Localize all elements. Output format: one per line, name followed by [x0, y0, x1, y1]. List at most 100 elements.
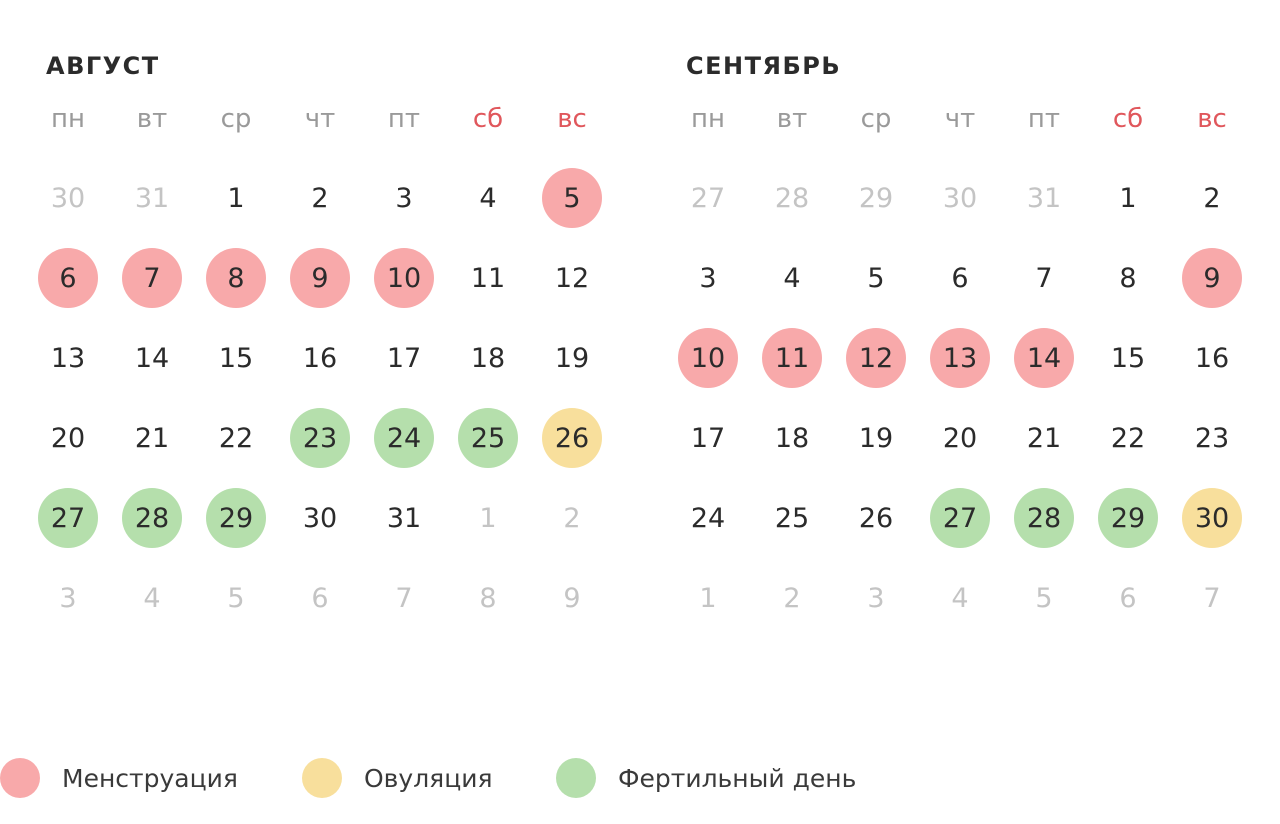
legend-item-menstruation: Менструация — [0, 756, 238, 800]
calendar-day[interactable]: 19 — [554, 342, 590, 374]
calendar-fertile-day[interactable]: 27 — [930, 488, 990, 548]
weekday-header: ср — [860, 104, 892, 134]
calendar-day[interactable]: 8 — [1119, 262, 1137, 294]
calendar-fertile-day[interactable]: 29 — [1098, 488, 1158, 548]
calendar-adjacent-month-day[interactable]: 5 — [1035, 582, 1053, 614]
month-title: СЕНТЯБРЬ — [686, 52, 842, 80]
calendar-day[interactable]: 23 — [1194, 422, 1230, 454]
calendar-adjacent-month-day[interactable]: 29 — [858, 182, 894, 214]
calendar-day[interactable]: 20 — [942, 422, 978, 454]
weekday-header: ср — [220, 104, 252, 134]
calendar-menstruation-day[interactable]: 14 — [1014, 328, 1074, 388]
calendar-fertile-day[interactable]: 28 — [122, 488, 182, 548]
calendar-day[interactable]: 21 — [134, 422, 170, 454]
calendar-day[interactable]: 2 — [1203, 182, 1221, 214]
calendar-adjacent-month-day[interactable]: 31 — [1026, 182, 1062, 214]
calendar-menstruation-day[interactable]: 9 — [290, 248, 350, 308]
fertile-dot-icon — [556, 758, 596, 798]
calendar-fertile-day[interactable]: 27 — [38, 488, 98, 548]
calendar-day[interactable]: 15 — [218, 342, 254, 374]
calendar-day[interactable]: 24 — [690, 502, 726, 534]
calendar-day[interactable]: 31 — [386, 502, 422, 534]
calendar-adjacent-month-day[interactable]: 7 — [1203, 582, 1221, 614]
calendar-day[interactable]: 13 — [50, 342, 86, 374]
calendar-day[interactable]: 22 — [218, 422, 254, 454]
calendar-day[interactable]: 18 — [774, 422, 810, 454]
calendar-day[interactable]: 16 — [1194, 342, 1230, 374]
calendar-day[interactable]: 7 — [1035, 262, 1053, 294]
calendar-adjacent-month-day[interactable]: 1 — [479, 502, 497, 534]
calendar-day[interactable]: 12 — [554, 262, 590, 294]
calendar-menstruation-day[interactable]: 12 — [846, 328, 906, 388]
weekday-header: вс — [1197, 104, 1227, 134]
weekday-header: сб — [472, 104, 504, 134]
calendar-day[interactable]: 17 — [690, 422, 726, 454]
calendar-menstruation-day[interactable]: 5 — [542, 168, 602, 228]
month-title: АВГУСТ — [46, 52, 160, 80]
calendar-day[interactable]: 18 — [470, 342, 506, 374]
calendar-adjacent-month-day[interactable]: 2 — [783, 582, 801, 614]
calendar-day[interactable]: 11 — [470, 262, 506, 294]
calendar-day[interactable]: 26 — [858, 502, 894, 534]
calendar-day[interactable]: 5 — [867, 262, 885, 294]
calendar-adjacent-month-day[interactable]: 6 — [1119, 582, 1137, 614]
calendar-adjacent-month-day[interactable]: 4 — [951, 582, 969, 614]
calendar-day[interactable]: 4 — [479, 182, 497, 214]
calendar-menstruation-day[interactable]: 7 — [122, 248, 182, 308]
calendar-day[interactable]: 21 — [1026, 422, 1062, 454]
calendar-adjacent-month-day[interactable]: 27 — [690, 182, 726, 214]
calendar-adjacent-month-day[interactable]: 30 — [942, 182, 978, 214]
calendar-day[interactable]: 1 — [1119, 182, 1137, 214]
calendar-day[interactable]: 20 — [50, 422, 86, 454]
calendar-day[interactable]: 1 — [227, 182, 245, 214]
calendar-day[interactable]: 17 — [386, 342, 422, 374]
calendar-day[interactable]: 3 — [395, 182, 413, 214]
calendar-menstruation-day[interactable]: 11 — [762, 328, 822, 388]
calendar-menstruation-day[interactable]: 6 — [38, 248, 98, 308]
calendar-adjacent-month-day[interactable]: 3 — [59, 582, 77, 614]
calendar-day[interactable]: 15 — [1110, 342, 1146, 374]
legend-label: Менструация — [62, 763, 238, 793]
calendar-adjacent-month-day[interactable]: 30 — [50, 182, 86, 214]
calendar-menstruation-day[interactable]: 10 — [678, 328, 738, 388]
legend-item-fertile: Фертильный день — [556, 756, 856, 800]
ovulation-dot-icon — [302, 758, 342, 798]
calendar-fertile-day[interactable]: 23 — [290, 408, 350, 468]
calendar-fertile-day[interactable]: 28 — [1014, 488, 1074, 548]
calendar-adjacent-month-day[interactable]: 4 — [143, 582, 161, 614]
menstruation-dot-icon — [0, 758, 40, 798]
calendar-day[interactable]: 25 — [774, 502, 810, 534]
calendar-day[interactable]: 16 — [302, 342, 338, 374]
weekday-header: чт — [304, 104, 336, 134]
calendar-day[interactable]: 4 — [783, 262, 801, 294]
calendar-day[interactable]: 3 — [699, 262, 717, 294]
calendar-menstruation-day[interactable]: 8 — [206, 248, 266, 308]
calendar-fertile-day[interactable]: 29 — [206, 488, 266, 548]
calendar-day[interactable]: 6 — [951, 262, 969, 294]
calendar-adjacent-month-day[interactable]: 28 — [774, 182, 810, 214]
weekday-header: пт — [387, 104, 421, 134]
calendar-day[interactable]: 22 — [1110, 422, 1146, 454]
calendar-day[interactable]: 14 — [134, 342, 170, 374]
calendar-fertile-day[interactable]: 25 — [458, 408, 518, 468]
calendar-adjacent-month-day[interactable]: 9 — [563, 582, 581, 614]
calendar-adjacent-month-day[interactable]: 2 — [563, 502, 581, 534]
calendar-day[interactable]: 19 — [858, 422, 894, 454]
calendar-adjacent-month-day[interactable]: 5 — [227, 582, 245, 614]
calendar-ovulation-day[interactable]: 26 — [542, 408, 602, 468]
calendar-day[interactable]: 30 — [302, 502, 338, 534]
calendar-ovulation-day[interactable]: 30 — [1182, 488, 1242, 548]
weekday-header: пн — [691, 104, 725, 134]
calendar-adjacent-month-day[interactable]: 3 — [867, 582, 885, 614]
calendar-adjacent-month-day[interactable]: 6 — [311, 582, 329, 614]
weekday-header: сб — [1112, 104, 1144, 134]
calendar-adjacent-month-day[interactable]: 31 — [134, 182, 170, 214]
calendar-adjacent-month-day[interactable]: 1 — [699, 582, 717, 614]
calendar-menstruation-day[interactable]: 9 — [1182, 248, 1242, 308]
calendar-adjacent-month-day[interactable]: 7 — [395, 582, 413, 614]
calendar-adjacent-month-day[interactable]: 8 — [479, 582, 497, 614]
calendar-menstruation-day[interactable]: 13 — [930, 328, 990, 388]
calendar-menstruation-day[interactable]: 10 — [374, 248, 434, 308]
calendar-day[interactable]: 2 — [311, 182, 329, 214]
calendar-fertile-day[interactable]: 24 — [374, 408, 434, 468]
